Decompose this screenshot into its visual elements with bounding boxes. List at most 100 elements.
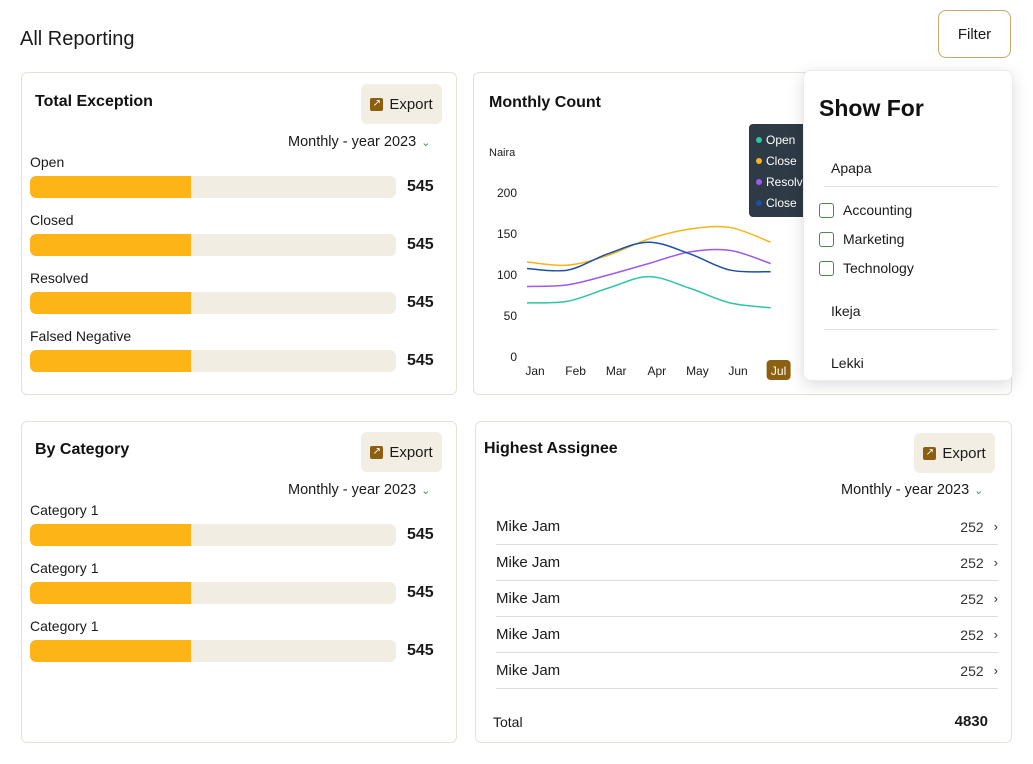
series-line (526, 241, 771, 273)
exception-bar-item: Resolved 545 (30, 270, 440, 314)
tooltip-row: Open (756, 133, 795, 147)
x-tick-label: Apr (647, 364, 666, 378)
assignee-row[interactable]: Mike Jam 252 › (496, 617, 998, 653)
filter-button[interactable]: Filter (938, 10, 1011, 58)
checkbox[interactable] (819, 202, 834, 218)
series-line (526, 225, 771, 267)
y-tick-label: 200 (497, 186, 517, 200)
x-tick-label: Feb (565, 364, 586, 378)
total-exception-export-button[interactable]: ↗ Export (361, 84, 442, 124)
tooltip-row: Close (756, 196, 797, 210)
y-axis-label: Naira (489, 147, 516, 159)
assignee-row[interactable]: Mike Jam 252 › (496, 581, 998, 617)
total-exception-title: Total Exception (35, 93, 153, 110)
assignee-value: 252 (960, 626, 984, 643)
series-dot-icon (756, 200, 762, 206)
bar-label: Open (30, 154, 65, 170)
by-category-card: By Category ↗ Export Monthly - year 2023… (21, 421, 457, 743)
location-item-ikeja[interactable]: Ikeja (831, 303, 861, 319)
x-tick-label: Jul (771, 364, 786, 378)
period-select[interactable]: Monthly - year 2023 ⌄ (841, 482, 983, 498)
chart-tooltip: Open Close Resolv Close (749, 124, 809, 217)
x-tick-label: Jan (525, 364, 544, 378)
bar-track (30, 640, 396, 662)
bar-track (30, 176, 396, 198)
bar-label: Falsed Negative (30, 328, 132, 344)
location-item-apapa[interactable]: Apapa (831, 160, 872, 176)
bar-fill (30, 292, 192, 314)
assignee-row[interactable]: Mike Jam 252 › (496, 509, 998, 545)
bar-label: Category 1 (30, 560, 99, 576)
assignee-row[interactable]: Mike Jam 252 › (496, 653, 998, 689)
chevron-down-icon: ⌄ (421, 136, 431, 149)
tooltip-row: Resolv (756, 175, 803, 189)
x-tick-label: Mar (606, 364, 627, 378)
tooltip-row: Close (756, 154, 797, 168)
bar-label: Category 1 (30, 502, 99, 518)
monthly-count-title: Monthly Count (489, 94, 601, 111)
option-label: Marketing (843, 231, 905, 247)
bar-label: Resolved (30, 270, 89, 286)
bar-value: 545 (407, 178, 434, 195)
bar-value: 545 (407, 526, 434, 543)
chevron-right-icon: › (993, 519, 998, 534)
bar-value: 545 (407, 236, 434, 253)
arrow-up-right-icon: ↗ (923, 446, 937, 460)
page-title: All Reporting (20, 28, 135, 50)
period-label: Monthly - year 2023 (841, 482, 970, 498)
assignee-value: 252 (960, 662, 984, 679)
series-line (526, 275, 771, 309)
x-tick-label: May (686, 364, 709, 378)
series-dot-icon (756, 137, 762, 143)
export-label: Export (942, 444, 986, 462)
bar-track (30, 582, 396, 604)
show-for-popover: Show For Apapa Accounting Marketing Tech… (803, 70, 1013, 381)
bar-track (30, 350, 396, 372)
x-tick-highlight[interactable] (766, 360, 791, 380)
y-tick-label: 0 (510, 350, 517, 364)
bar-fill (30, 582, 192, 604)
assignee-name: Mike Jam (496, 626, 561, 643)
monthly-count-chart: Naira 200 150 100 50 0 Jan Feb Mar Apr May Jun Jul (489, 147, 791, 380)
period-label: Monthly - year 2023 (288, 134, 417, 150)
assignee-name: Mike Jam (496, 554, 561, 571)
category-bar-item: Category 1 545 (30, 502, 440, 546)
tooltip-label: Close (766, 154, 797, 168)
x-tick-label: Jun (728, 364, 747, 378)
bar-track (30, 524, 396, 546)
checkbox[interactable] (819, 260, 834, 276)
exception-bar-item: Closed 545 (30, 212, 440, 256)
option-accounting[interactable]: Accounting (819, 202, 912, 218)
exception-bar-item: Falsed Negative 545 (30, 328, 440, 372)
bar-fill (30, 234, 192, 256)
tooltip-label: Open (766, 133, 796, 147)
series-line (526, 248, 771, 288)
option-technology[interactable]: Technology (819, 260, 914, 276)
highest-assignee-export-button[interactable]: ↗ Export (914, 433, 995, 473)
assignee-row[interactable]: Mike Jam 252 › (496, 545, 998, 581)
show-for-title: Show For (819, 95, 924, 121)
total-exception-card: Total Exception ↗ Export Monthly - year … (21, 72, 457, 395)
tooltip-label: Resolv (766, 175, 803, 189)
checkbox[interactable] (819, 231, 834, 247)
assignee-value: 252 (960, 518, 984, 535)
arrow-up-right-icon: ↗ (370, 445, 384, 459)
location-item-lekki[interactable]: Lekki (831, 355, 864, 371)
bar-fill (30, 350, 192, 372)
option-marketing[interactable]: Marketing (819, 231, 904, 247)
period-select[interactable]: Monthly - year 2023 ⌄ (288, 134, 430, 150)
series-dot-icon (756, 158, 762, 164)
assignee-name: Mike Jam (496, 662, 561, 679)
highest-assignee-title: Highest Assignee (484, 440, 618, 457)
total-value: 4830 (954, 713, 988, 730)
bar-track (30, 292, 396, 314)
chevron-right-icon: › (993, 555, 998, 570)
export-label: Export (389, 443, 433, 461)
period-label: Monthly - year 2023 (288, 482, 417, 498)
assignee-name: Mike Jam (496, 590, 561, 607)
chevron-down-icon: ⌄ (974, 484, 984, 497)
series-dot-icon (756, 179, 762, 185)
period-select[interactable]: Monthly - year 2023 ⌄ (288, 482, 430, 498)
by-category-title: By Category (35, 441, 130, 458)
by-category-export-button[interactable]: ↗ Export (361, 432, 442, 472)
